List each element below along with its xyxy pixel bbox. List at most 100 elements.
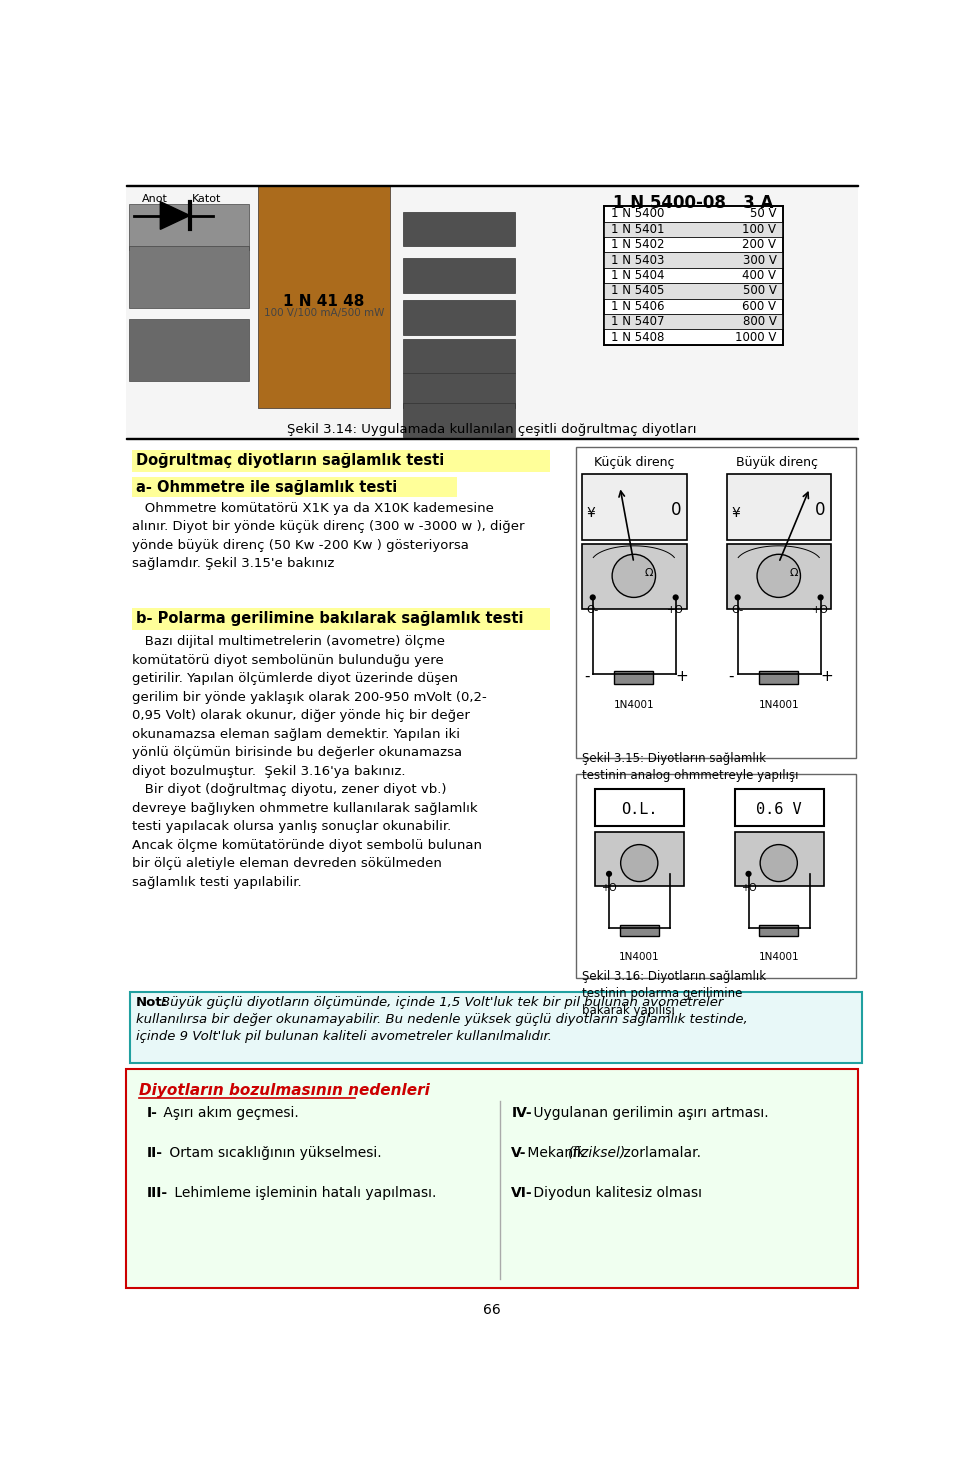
Text: Katot: Katot — [192, 193, 222, 204]
Bar — [126, 1069, 858, 1288]
Text: Diyodun kalitesiz olması: Diyodun kalitesiz olması — [529, 1186, 702, 1199]
Bar — [759, 671, 798, 683]
Text: +O: +O — [601, 884, 617, 892]
Text: -: - — [584, 670, 589, 684]
Text: Not:: Not: — [135, 996, 167, 1009]
Text: 1 N 5405: 1 N 5405 — [611, 285, 664, 298]
Bar — [132, 608, 550, 630]
Text: 1N4001: 1N4001 — [758, 699, 799, 709]
Text: +: + — [676, 670, 688, 684]
Bar — [403, 258, 516, 292]
Text: (fiziksel): (fiziksel) — [568, 1146, 627, 1159]
Text: 500 V: 500 V — [742, 285, 777, 298]
Text: II-: II- — [147, 1146, 163, 1159]
Text: 1 N 5403: 1 N 5403 — [611, 254, 664, 267]
Text: Şekil 3.16: Diyotların sağlamlık
testinin polarma gerilimine
bakarak yapılışı: Şekil 3.16: Diyotların sağlamlık testini… — [582, 971, 766, 1018]
Bar — [595, 832, 684, 886]
Text: +O: +O — [741, 884, 756, 892]
Circle shape — [734, 594, 741, 600]
Text: 1 N 5400-08   3 A: 1 N 5400-08 3 A — [613, 193, 774, 212]
Text: zorlamalar.: zorlamalar. — [618, 1146, 701, 1159]
Text: 1 N 5400: 1 N 5400 — [611, 208, 664, 220]
Bar — [734, 832, 824, 886]
Text: 1 N 5408: 1 N 5408 — [611, 330, 664, 344]
Bar — [727, 475, 831, 540]
Bar — [576, 447, 856, 758]
Bar — [130, 320, 250, 381]
Text: Aşırı akım geçmesi.: Aşırı akım geçmesi. — [158, 1106, 299, 1120]
Polygon shape — [160, 202, 190, 229]
Bar — [582, 475, 686, 540]
Bar — [132, 478, 457, 497]
Circle shape — [818, 594, 824, 600]
Text: Büyük güçlü diyotların ölçümünde, içinde 1,5 Volt'luk tek bir pil bulunan avomet: Büyük güçlü diyotların ölçümünde, içinde… — [161, 996, 724, 1009]
Text: Mekanik: Mekanik — [523, 1146, 589, 1159]
Text: 1 N 5402: 1 N 5402 — [611, 239, 664, 251]
Text: 200 V: 200 V — [742, 239, 777, 251]
Bar — [126, 184, 858, 186]
Text: O-: O- — [587, 605, 599, 615]
Text: O.L.: O.L. — [621, 802, 658, 817]
Bar — [605, 283, 782, 298]
Bar — [734, 789, 824, 826]
Bar — [403, 339, 516, 373]
Bar — [403, 211, 516, 246]
Text: Küçük direnç: Küçük direnç — [593, 456, 674, 469]
Text: 1 N 5404: 1 N 5404 — [611, 268, 664, 282]
Text: IV-: IV- — [512, 1106, 532, 1120]
Text: Ortam sıcaklığının yükselmesi.: Ortam sıcaklığının yükselmesi. — [164, 1146, 381, 1159]
Text: 1 N 5407: 1 N 5407 — [611, 316, 664, 329]
Bar — [727, 543, 831, 609]
Bar — [605, 207, 782, 345]
Text: Büyük direnç: Büyük direnç — [736, 456, 818, 469]
Text: +O: +O — [667, 605, 684, 615]
Text: Bazı dijital multimetrelerin (avometre) ölçme
komütatörü diyot sembolünün bulund: Bazı dijital multimetrelerin (avometre) … — [132, 636, 487, 888]
Text: I-: I- — [147, 1106, 158, 1120]
Text: b- Polarma gerilimine bakılarak sağlamlık testi: b- Polarma gerilimine bakılarak sağlamlı… — [135, 611, 523, 627]
Bar — [605, 252, 782, 268]
Text: Şekil 3.14: Uygulamada kullanılan çeşitli doğrultmaç diyotları: Şekil 3.14: Uygulamada kullanılan çeşitl… — [287, 423, 697, 437]
Text: III-: III- — [147, 1186, 168, 1199]
Text: 0: 0 — [815, 502, 826, 519]
Bar — [403, 301, 516, 335]
Bar — [130, 991, 862, 1062]
Text: 100 V: 100 V — [742, 223, 777, 236]
Circle shape — [673, 594, 679, 600]
Circle shape — [606, 870, 612, 878]
Bar — [130, 246, 250, 308]
Text: O-: O- — [732, 605, 744, 615]
Bar — [126, 186, 858, 438]
Text: Şekil 3.15: Diyotların sağlamlık
testinin analog ohmmetreyle yapılışı: Şekil 3.15: Diyotların sağlamlık testini… — [582, 752, 799, 782]
Text: 1N4001: 1N4001 — [619, 951, 660, 962]
Bar — [620, 925, 659, 937]
Bar — [132, 450, 550, 472]
Text: +O: +O — [812, 605, 829, 615]
Circle shape — [612, 555, 656, 597]
Circle shape — [760, 845, 798, 882]
Circle shape — [745, 870, 752, 878]
Text: 1 N 5406: 1 N 5406 — [611, 299, 664, 313]
Circle shape — [757, 555, 801, 597]
Bar — [258, 184, 390, 409]
Text: +: + — [821, 670, 833, 684]
Bar — [582, 543, 686, 609]
Text: 1 N 5401: 1 N 5401 — [611, 223, 664, 236]
Bar — [258, 184, 390, 409]
Circle shape — [621, 845, 658, 882]
Text: 400 V: 400 V — [742, 268, 777, 282]
Text: kullanılırsa bir değer okunamayabilir. Bu nedenle yüksek güçlü diyotların sağlam: kullanılırsa bir değer okunamayabilir. B… — [135, 1013, 747, 1027]
Text: 1N4001: 1N4001 — [758, 951, 799, 962]
Text: Ω: Ω — [645, 568, 654, 578]
Text: Ohmmetre komütatörü X1K ya da X10K kademesine
alınır. Diyot bir yönde küçük dire: Ohmmetre komütatörü X1K ya da X10K kadem… — [132, 502, 524, 571]
Text: Ω: Ω — [790, 568, 799, 578]
Text: a- Ohmmetre ile sağlamlık testi: a- Ohmmetre ile sağlamlık testi — [135, 481, 396, 496]
Bar — [595, 789, 684, 826]
Text: Uygulanan gerilimin aşırı artması.: Uygulanan gerilimin aşırı artması. — [529, 1106, 768, 1120]
Text: 100 V/100 mA/500 mW: 100 V/100 mA/500 mW — [264, 308, 384, 319]
Text: 0: 0 — [670, 502, 681, 519]
Bar — [403, 403, 516, 437]
Text: ¥: ¥ — [732, 506, 740, 519]
Text: Doğrultmaç diyotların sağlamlık testi: Doğrultmaç diyotların sağlamlık testi — [135, 453, 444, 469]
Bar — [576, 774, 856, 978]
Text: 1000 V: 1000 V — [735, 330, 777, 344]
